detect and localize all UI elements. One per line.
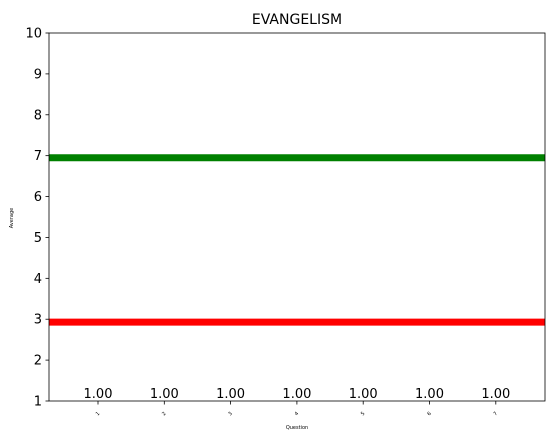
y-tick-label-10: 10 (25, 27, 42, 42)
y-tick-label-8: 8 (34, 108, 42, 123)
chart-title: EVANGELISM (252, 12, 342, 28)
y-tick-label-4: 4 (34, 272, 42, 287)
y-tick-label-7: 7 (34, 149, 42, 164)
y-axis-label: Average (9, 208, 15, 229)
x-tick-label-1: 1 (95, 411, 101, 417)
x-tick-label-7: 7 (493, 411, 499, 417)
y-tick-label-6: 6 (34, 190, 42, 205)
x-tick-label-5: 5 (360, 411, 366, 417)
x-tick-label-2: 2 (161, 411, 167, 417)
value-label-6: 1.00 (415, 387, 444, 402)
y-tick-label-5: 5 (34, 231, 42, 246)
value-label-3: 1.00 (216, 387, 245, 402)
y-tick-label-2: 2 (34, 354, 42, 369)
plot-area: 1.00 1.00 1.00 1.00 1.00 1.00 1.00 1 2 3 4 5 6 7 1 2 3 4 5… (25, 27, 546, 417)
value-label-5: 1.00 (349, 387, 378, 402)
y-tick-label-1: 1 (34, 395, 42, 410)
x-tick-label-6: 6 (426, 411, 432, 417)
plot-frame (48, 32, 546, 402)
y-tick-label-9: 9 (34, 67, 42, 82)
value-label-1: 1.00 (84, 387, 113, 402)
value-label-7: 1.00 (481, 387, 510, 402)
x-axis-label: Question (286, 425, 308, 431)
x-tick-label-3: 3 (227, 411, 233, 417)
y-tick-label-3: 3 (34, 313, 42, 328)
x-tick-label-4: 4 (294, 411, 300, 417)
value-label-4: 1.00 (282, 387, 311, 402)
value-label-2: 1.00 (150, 387, 179, 402)
